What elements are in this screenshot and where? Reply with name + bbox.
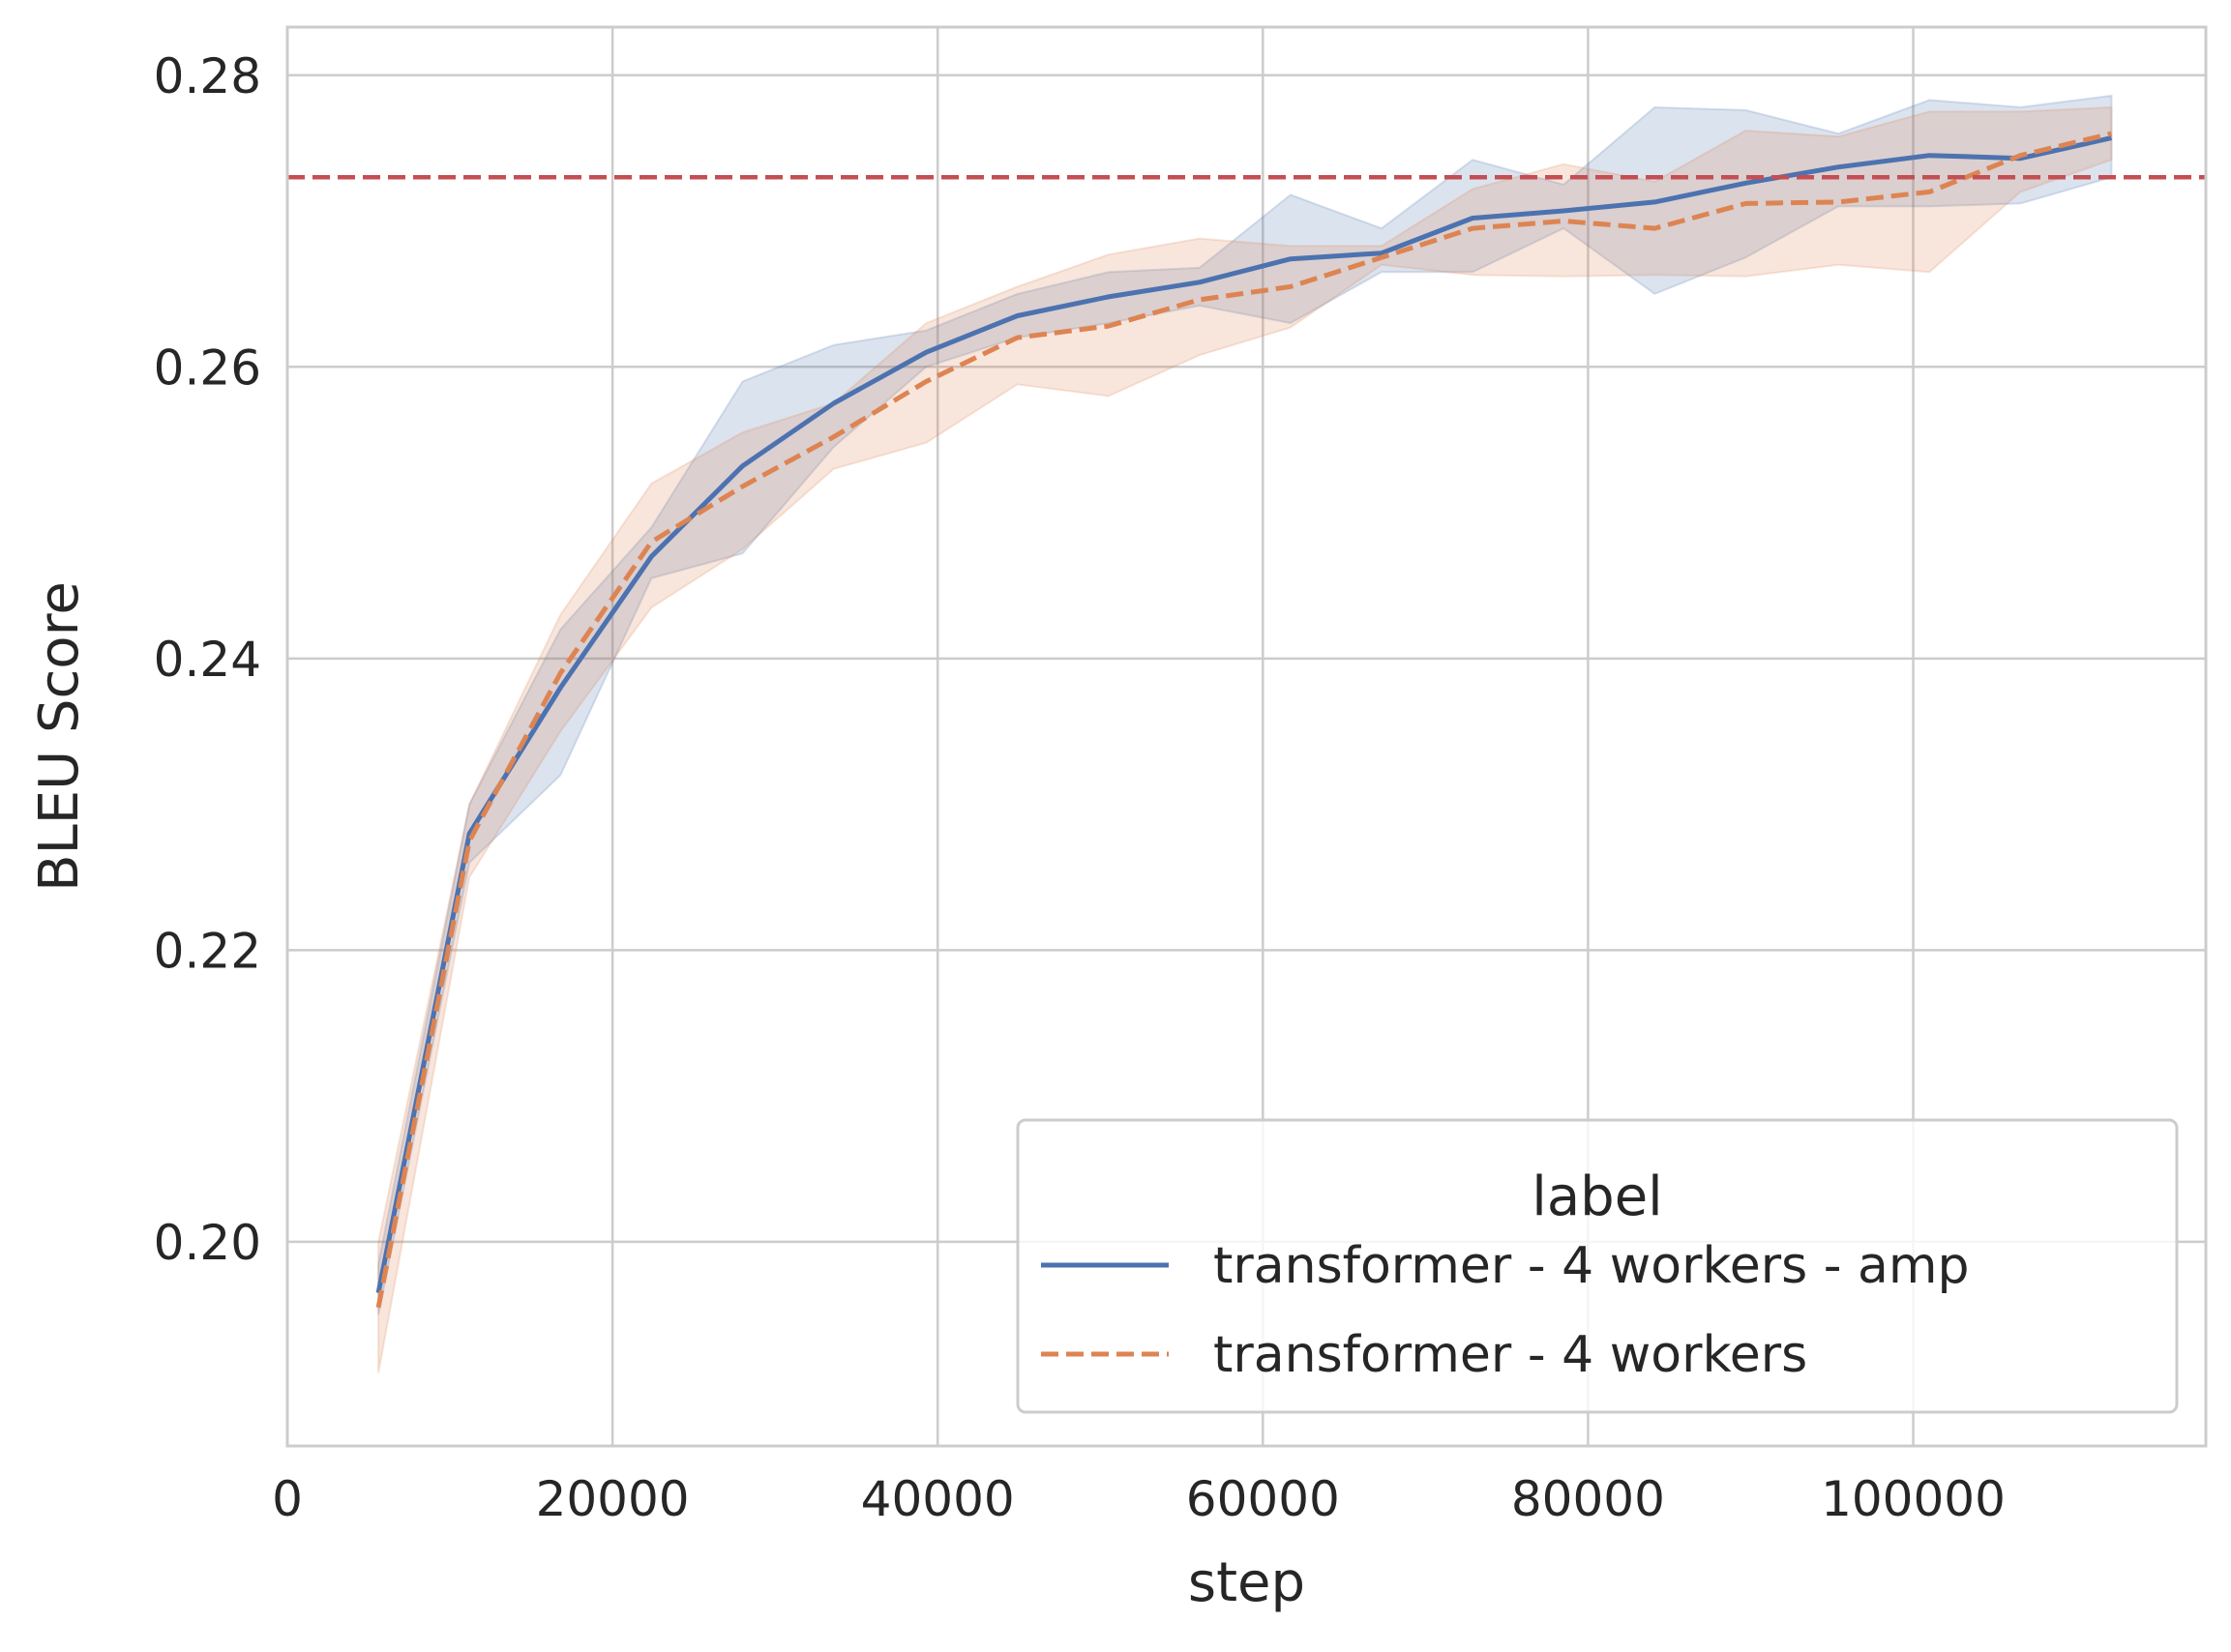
x-tick-label-3: 60000 <box>1186 1471 1340 1527</box>
x-tick-label-1: 20000 <box>536 1471 690 1527</box>
legend: label transformer - 4 workers - amptrans… <box>1016 1118 2179 1414</box>
legend-label-1: transformer - 4 workers <box>1213 1326 1807 1384</box>
x-tick-label-4: 80000 <box>1511 1471 1665 1527</box>
y-tick-labels: 0.20 0.22 0.24 0.26 0.28 <box>154 48 261 1271</box>
x-tick-label-5: 100000 <box>1821 1471 2006 1527</box>
series-lines <box>375 131 2113 1309</box>
legend-box <box>1016 1118 2179 1414</box>
y-axis-title: BLEU Score <box>28 581 91 892</box>
x-axis-title: step <box>1188 1551 1305 1614</box>
line-series-0 <box>375 135 2113 1294</box>
y-tick-label-3: 0.26 <box>154 339 261 396</box>
band-series-1 <box>377 105 2113 1373</box>
x-tick-label-2: 40000 <box>861 1471 1015 1527</box>
y-tick-label-0: 0.20 <box>154 1215 261 1271</box>
y-tick-label-2: 0.24 <box>154 632 261 688</box>
x-tick-label-0: 0 <box>272 1471 303 1527</box>
legend-items: transformer - 4 workers - amp transformer… <box>1041 1237 1970 1384</box>
legend-label-0: transformer - 4 workers - amp <box>1213 1237 1970 1295</box>
grid <box>285 27 2206 1446</box>
legend-title: label <box>1532 1165 1662 1228</box>
plot-frame <box>285 25 2208 1448</box>
y-tick-label-4: 0.28 <box>154 48 261 104</box>
x-tick-labels: 0 20000 40000 60000 80000 100000 <box>272 1471 2006 1527</box>
line-series-1 <box>375 131 2113 1309</box>
y-tick-label-1: 0.22 <box>154 923 261 979</box>
